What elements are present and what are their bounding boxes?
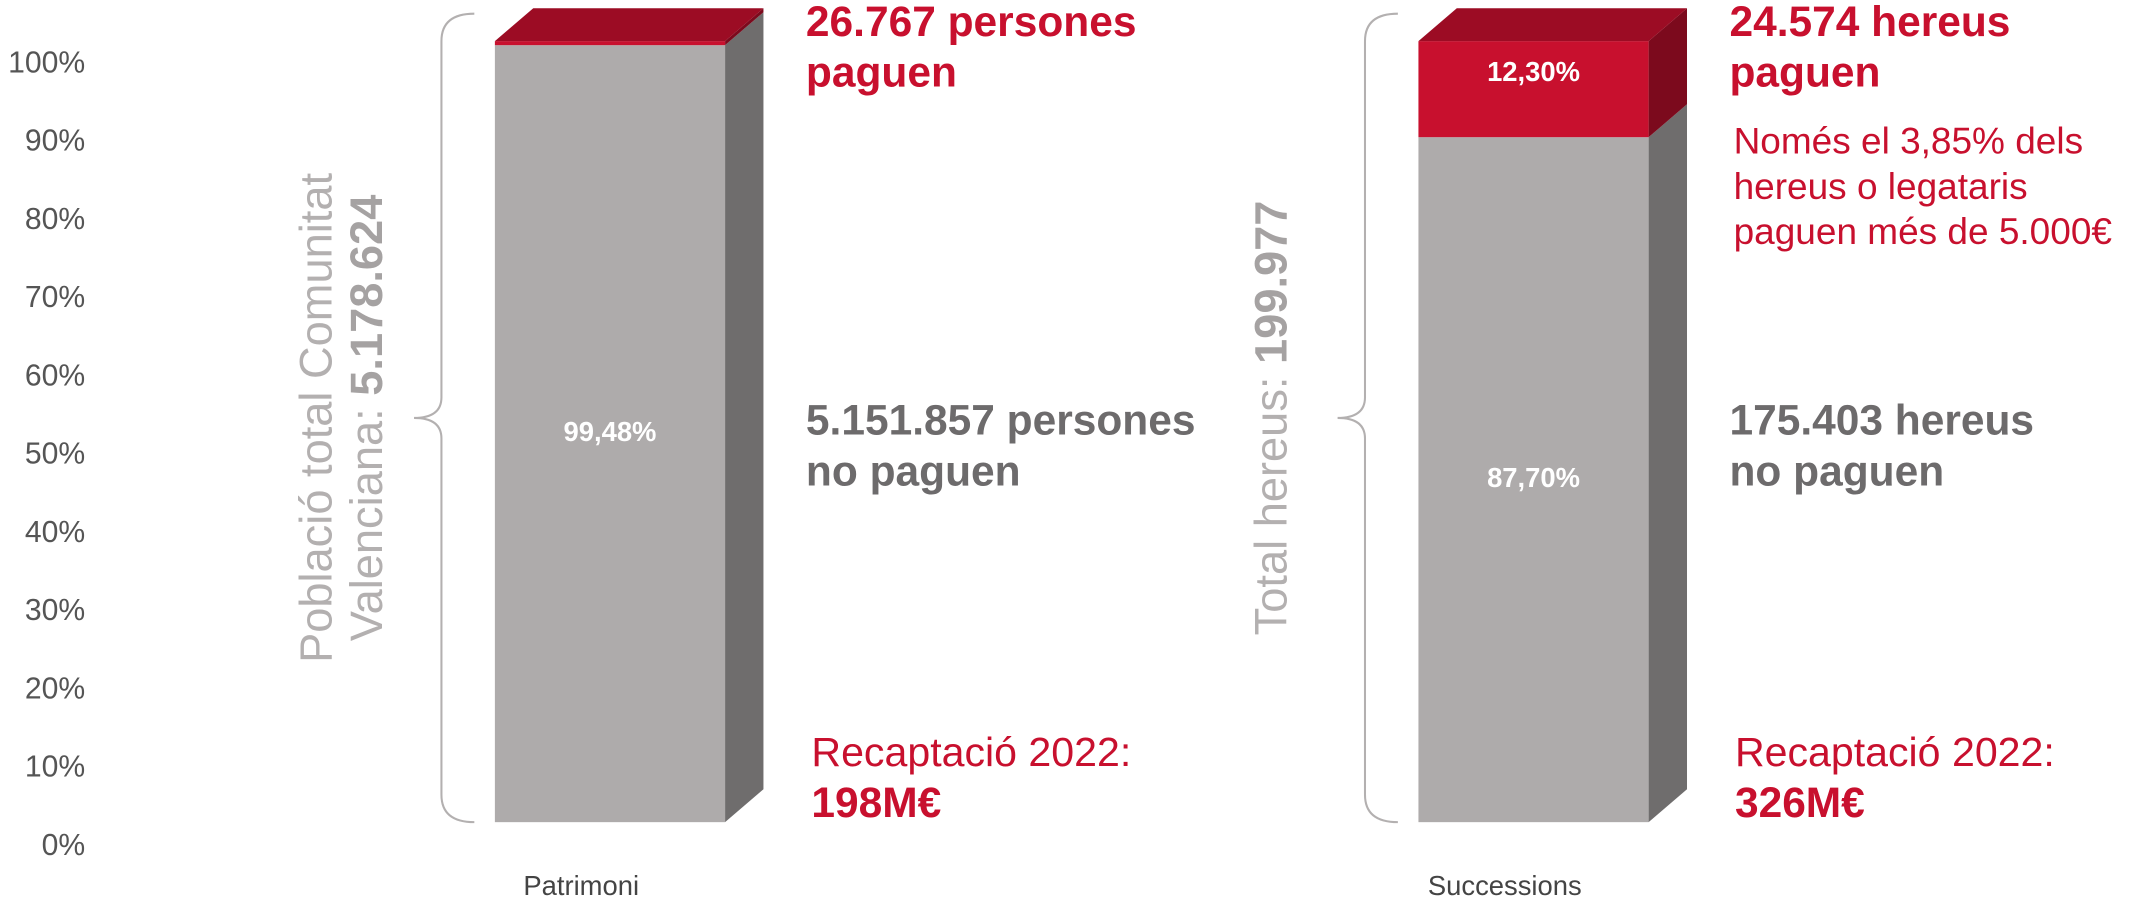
data-label: 87,70% [1487,462,1580,493]
y-tick-label: 30% [25,594,85,627]
y-tick-label: 0% [42,829,86,862]
bar-segment [1418,137,1649,823]
bar-segment [1418,41,1649,138]
bar-side [725,12,764,823]
sub-note: hereus o legataris [1734,166,2028,207]
y-tick-label: 40% [25,516,85,549]
y-tick-label: 20% [25,672,85,705]
note: no paguen [1729,447,1944,494]
revenue-label: Recaptació 2022: [1735,729,2055,775]
note: 175.403 hereus [1729,397,2034,444]
bar-side [1648,8,1688,138]
brace [414,12,475,824]
sub-note: paguen més de 5.000€ [1734,211,2113,252]
brace-label-part: 5.178.624 [341,195,392,396]
bar-top [494,8,764,42]
y-tick-label: 80% [25,203,85,236]
note: paguen [806,49,957,96]
x-tick-label: Patrimoni [523,870,639,901]
brace-label-part: 199.977 [1245,201,1296,364]
bar-segment [494,41,726,46]
brace-label: Població total Comunitat [290,173,341,663]
revenue-value: 326M€ [1735,779,1865,826]
y-tick-label: 50% [25,438,85,471]
brace-label-part: Valenciana: [341,396,392,641]
x-tick-label: Successions [1428,870,1582,901]
y-tick-label: 10% [25,751,85,784]
revenue-value: 198M€ [811,779,941,826]
note: 26.767 persones [806,0,1137,45]
y-tick-label: 90% [25,125,85,158]
data-label: 12,30% [1487,56,1580,87]
bar-segment [494,45,726,823]
y-tick-label: 60% [25,359,85,392]
y-tick-label: 70% [25,281,85,314]
brace-label: Total hereus: 199.977 [1245,201,1296,636]
note: paguen [1729,49,1880,96]
data-label: 99,48% [564,416,657,447]
brace-label-part: Total hereus: [1245,364,1296,635]
note: 24.574 hereus [1729,0,2010,45]
note: 5.151.857 persones [806,397,1196,444]
bar-top [1418,8,1688,42]
sub-note: Només el 3,85% dels [1734,121,2083,162]
revenue-label: Recaptació 2022: [811,729,1131,775]
brace-label: Valenciana: 5.178.624 [341,195,392,642]
brace [1337,12,1398,824]
brace-label-part: Població total Comunitat [290,173,341,663]
y-tick-label: 100% [8,46,85,79]
bar-side [725,8,764,46]
note: no paguen [806,447,1021,494]
bar-side [1648,104,1688,823]
